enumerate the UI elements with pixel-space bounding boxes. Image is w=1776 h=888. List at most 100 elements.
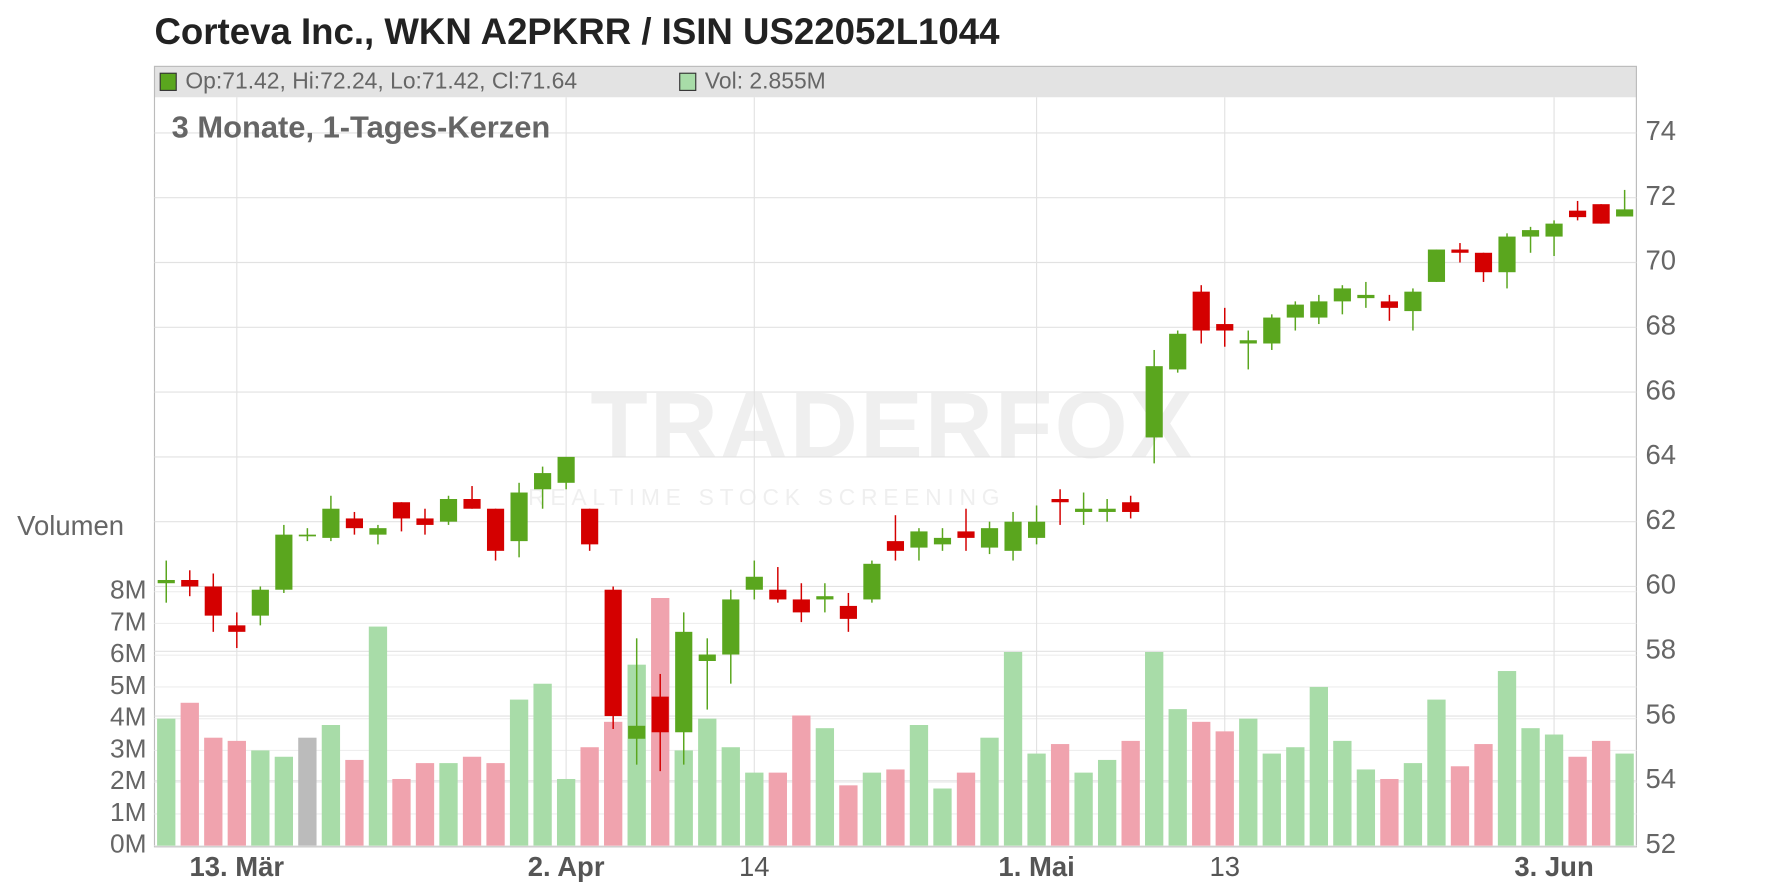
watermark: TRADERFOX REALTIME STOCK SCREENING (528, 372, 1192, 510)
volume-axis-label: Volumen (17, 510, 124, 541)
candle-body (1380, 301, 1398, 308)
volume-bar (1239, 718, 1258, 846)
x-tick-label: 14 (739, 851, 770, 882)
candle-body (1075, 508, 1093, 512)
volume-bar (580, 747, 599, 846)
candle-body (181, 579, 199, 587)
volume-bar (1074, 772, 1093, 846)
y-tick-label: 62 (1646, 504, 1677, 535)
volume-bar (180, 702, 199, 846)
volume-bar (956, 772, 976, 846)
volume-bar (1121, 740, 1140, 846)
candle-body (1098, 508, 1116, 512)
volume-bar (1591, 740, 1611, 846)
x-tick-label: 1. Mai (998, 851, 1074, 882)
y2-tick-label: 3M (110, 733, 147, 763)
candle-body (1569, 210, 1587, 218)
volume-bar (1168, 709, 1187, 846)
volume-bar (1615, 753, 1634, 846)
y-tick-label: 72 (1646, 180, 1677, 211)
candle-body (675, 631, 693, 733)
candle-body (1404, 291, 1422, 312)
candle-body (698, 654, 716, 661)
legend-bar (154, 66, 1637, 98)
volume-bar (1192, 721, 1211, 846)
legend-ohlc: Op:71.42, Hi:72.24, Lo:71.42, Cl:71.64 (185, 67, 577, 93)
y2-tick-label: 1M (110, 797, 147, 827)
volume-bar (1497, 671, 1517, 846)
y2-tick-label: 0M (110, 829, 147, 859)
volume-bar (439, 763, 458, 846)
candle-body (1004, 521, 1022, 551)
candle-body (910, 531, 928, 548)
volume-bar (1309, 686, 1328, 846)
y2-tick-label: 4M (110, 702, 147, 732)
y-tick-label: 56 (1646, 698, 1677, 729)
candle-body (1145, 366, 1163, 438)
candle-body (839, 605, 857, 619)
volume-bar (674, 750, 693, 846)
candle-body (1616, 209, 1634, 217)
candle-body (745, 576, 763, 590)
volume-bar (1380, 778, 1399, 846)
volume-bar (604, 721, 623, 846)
volume-bar (509, 699, 529, 846)
volume-bar (227, 740, 246, 846)
x-tick-label: 13 (1209, 851, 1240, 882)
y-tick-label: 58 (1646, 634, 1677, 665)
candle-body (228, 625, 246, 632)
candle-body (251, 589, 269, 616)
volume-bar (1427, 699, 1446, 846)
candle-body (722, 599, 740, 655)
volume-bar (368, 626, 388, 846)
candle-body (204, 586, 222, 616)
volume-bar (274, 756, 294, 846)
y2-tick-label: 2M (110, 765, 147, 795)
candle-body (275, 534, 293, 590)
candle-body (1474, 252, 1493, 273)
volume-bar (768, 772, 787, 846)
candle-body (1333, 288, 1351, 302)
candle-body (439, 499, 458, 522)
candle-body (322, 508, 340, 538)
volume-bar (204, 737, 223, 846)
y-tick-label: 52 (1646, 828, 1677, 859)
candle-body (1239, 340, 1257, 344)
candle-body (345, 518, 364, 529)
volume-bar (792, 715, 811, 846)
volume-bar (1215, 731, 1234, 846)
candle-body (1427, 249, 1446, 282)
candle-body (510, 492, 528, 542)
candle-body (298, 534, 316, 537)
candle-body (1122, 502, 1140, 512)
watermark-subtext: REALTIME STOCK SCREENING (528, 484, 1005, 510)
volume-bar (1333, 740, 1352, 846)
volume-bar (980, 737, 999, 846)
volume-bar (533, 683, 552, 846)
candle-body (1027, 521, 1046, 538)
candle-body (1263, 317, 1281, 344)
volume-bar (1474, 744, 1493, 846)
candle-body (1169, 333, 1187, 370)
volume-bar (933, 788, 952, 846)
volume-bar (698, 718, 717, 846)
legend-swatch (679, 72, 697, 91)
candle-body (1521, 230, 1540, 237)
candle-body (1216, 324, 1234, 331)
legend-swatch (159, 72, 177, 91)
candle-body (557, 456, 575, 483)
volume-bar (1097, 759, 1117, 846)
volume-bar (909, 725, 929, 846)
y2-tick-label: 5M (110, 670, 147, 700)
volume-bar (1027, 753, 1046, 846)
candle-body (651, 696, 669, 733)
candle-body (863, 563, 881, 600)
candle-body (1592, 204, 1610, 224)
legend-volume: Vol: 2.855M (705, 67, 826, 93)
volume-bar (1450, 766, 1470, 846)
volume-bar (815, 728, 835, 846)
volume-bar (486, 763, 505, 846)
chart-title: Corteva Inc., WKN A2PKRR / ISIN US22052L… (154, 11, 1000, 52)
